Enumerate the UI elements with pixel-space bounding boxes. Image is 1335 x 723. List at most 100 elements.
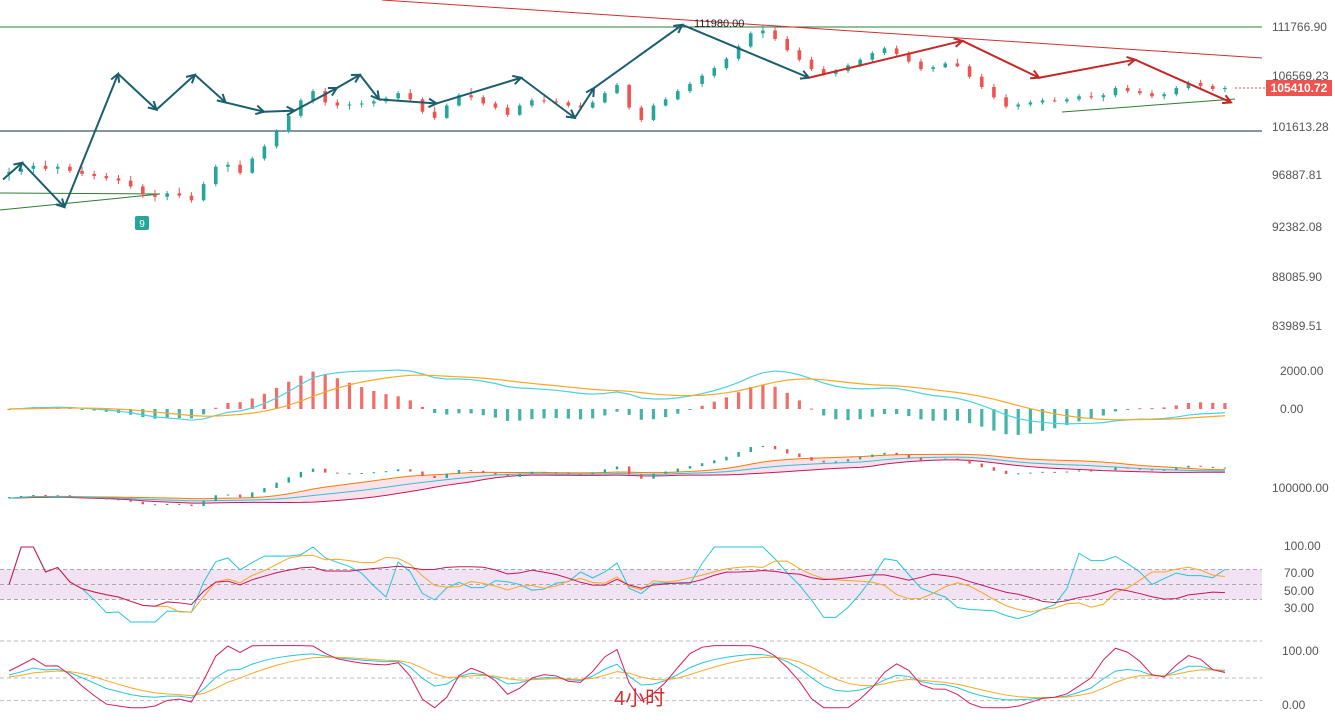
candle bbox=[785, 36, 790, 53]
macd-bar bbox=[676, 409, 680, 414]
band-candle bbox=[1138, 468, 1142, 470]
candle-body bbox=[1028, 102, 1033, 105]
band-candle bbox=[494, 472, 497, 475]
band-candle bbox=[700, 463, 704, 467]
candle bbox=[1174, 85, 1179, 97]
band-candle bbox=[506, 474, 509, 477]
wave-down bbox=[808, 37, 1233, 105]
wave-arrowhead bbox=[1221, 94, 1233, 105]
kdj-pane: 100.00 0.00 bbox=[0, 640, 1319, 712]
candle-body bbox=[955, 63, 960, 67]
band-candle bbox=[56, 495, 59, 497]
macd-bar bbox=[396, 396, 400, 409]
macd-bar bbox=[967, 409, 972, 424]
timeframe-label: 4小时 bbox=[614, 687, 665, 710]
candle bbox=[116, 174, 121, 185]
candle-body bbox=[104, 176, 109, 179]
candle bbox=[469, 88, 473, 101]
band-candle bbox=[1211, 466, 1214, 468]
macd-bar bbox=[530, 409, 534, 420]
macd-bar bbox=[372, 390, 376, 409]
macd-bar bbox=[335, 378, 339, 409]
candle-body bbox=[797, 50, 802, 60]
candle-body bbox=[675, 91, 680, 100]
band-mid-line bbox=[9, 456, 1225, 502]
candle bbox=[1150, 90, 1154, 99]
band-candle bbox=[530, 471, 534, 474]
macd-bar bbox=[749, 386, 753, 409]
band-candle bbox=[1041, 471, 1044, 473]
candle bbox=[92, 170, 96, 180]
candle-body bbox=[761, 30, 765, 34]
wave-segment bbox=[2, 161, 23, 181]
candle-body bbox=[1052, 100, 1057, 102]
candle bbox=[627, 83, 631, 110]
macd-bar bbox=[299, 375, 303, 409]
macd-bar bbox=[1004, 409, 1008, 435]
macd-bar bbox=[1186, 402, 1191, 409]
band-candle bbox=[931, 460, 935, 461]
band-candle bbox=[725, 456, 728, 461]
candle bbox=[773, 27, 777, 41]
price-tick: 106569.23 bbox=[1272, 69, 1329, 83]
macd-bar bbox=[262, 393, 267, 409]
macd-bar bbox=[505, 409, 510, 421]
macd-bar bbox=[931, 409, 935, 421]
candle bbox=[979, 73, 984, 90]
candle-body bbox=[578, 105, 583, 108]
macd-bar bbox=[700, 405, 704, 409]
band-candle bbox=[846, 459, 850, 462]
candle bbox=[688, 81, 692, 94]
candle bbox=[420, 97, 425, 114]
candle bbox=[809, 56, 814, 71]
candle-body bbox=[457, 95, 461, 106]
candle bbox=[1223, 85, 1227, 93]
candle-body bbox=[1223, 87, 1227, 90]
band-candle bbox=[627, 466, 631, 475]
candle bbox=[323, 88, 327, 106]
macd-bar bbox=[955, 409, 960, 421]
macd-bar bbox=[481, 409, 485, 416]
candle bbox=[55, 163, 60, 174]
candle bbox=[712, 66, 717, 78]
band-candle bbox=[251, 492, 254, 498]
macd-bar bbox=[202, 409, 206, 415]
band-candle bbox=[1102, 470, 1105, 472]
band-candle bbox=[445, 473, 448, 478]
candle-body bbox=[189, 195, 194, 201]
band-candle bbox=[372, 472, 376, 474]
band-candle bbox=[968, 459, 971, 464]
macd-pane: 2000.00 0.00 bbox=[7, 364, 1324, 435]
candle-body bbox=[19, 168, 24, 172]
candle bbox=[603, 91, 607, 104]
candle bbox=[444, 103, 449, 119]
candle-body bbox=[481, 97, 486, 104]
candle bbox=[408, 89, 413, 102]
macd-bar bbox=[129, 409, 133, 415]
macd-bar bbox=[226, 402, 230, 409]
candle-body bbox=[396, 93, 400, 99]
candle-body bbox=[736, 46, 741, 59]
candle bbox=[517, 103, 522, 116]
band-candle bbox=[165, 503, 169, 505]
candle-body bbox=[226, 164, 230, 167]
rsi-slow-line bbox=[8, 546, 1225, 607]
candle-body bbox=[1004, 97, 1008, 107]
candle-body bbox=[809, 59, 814, 70]
candle bbox=[748, 31, 753, 49]
band-candle bbox=[263, 488, 266, 493]
band-candle bbox=[688, 466, 692, 469]
band-candle bbox=[421, 471, 424, 476]
band-candle bbox=[384, 471, 388, 473]
candle bbox=[1162, 92, 1166, 100]
band-candle bbox=[323, 468, 327, 473]
macd-bar bbox=[712, 401, 716, 409]
candle-body bbox=[286, 115, 291, 132]
candle bbox=[797, 47, 802, 62]
macd-bar bbox=[1162, 407, 1166, 409]
candle-body bbox=[372, 101, 376, 104]
candle-body bbox=[748, 33, 753, 47]
candle-body bbox=[1138, 91, 1142, 94]
wave-segment bbox=[155, 74, 196, 111]
macd-tick: 2000.00 bbox=[1280, 364, 1324, 378]
